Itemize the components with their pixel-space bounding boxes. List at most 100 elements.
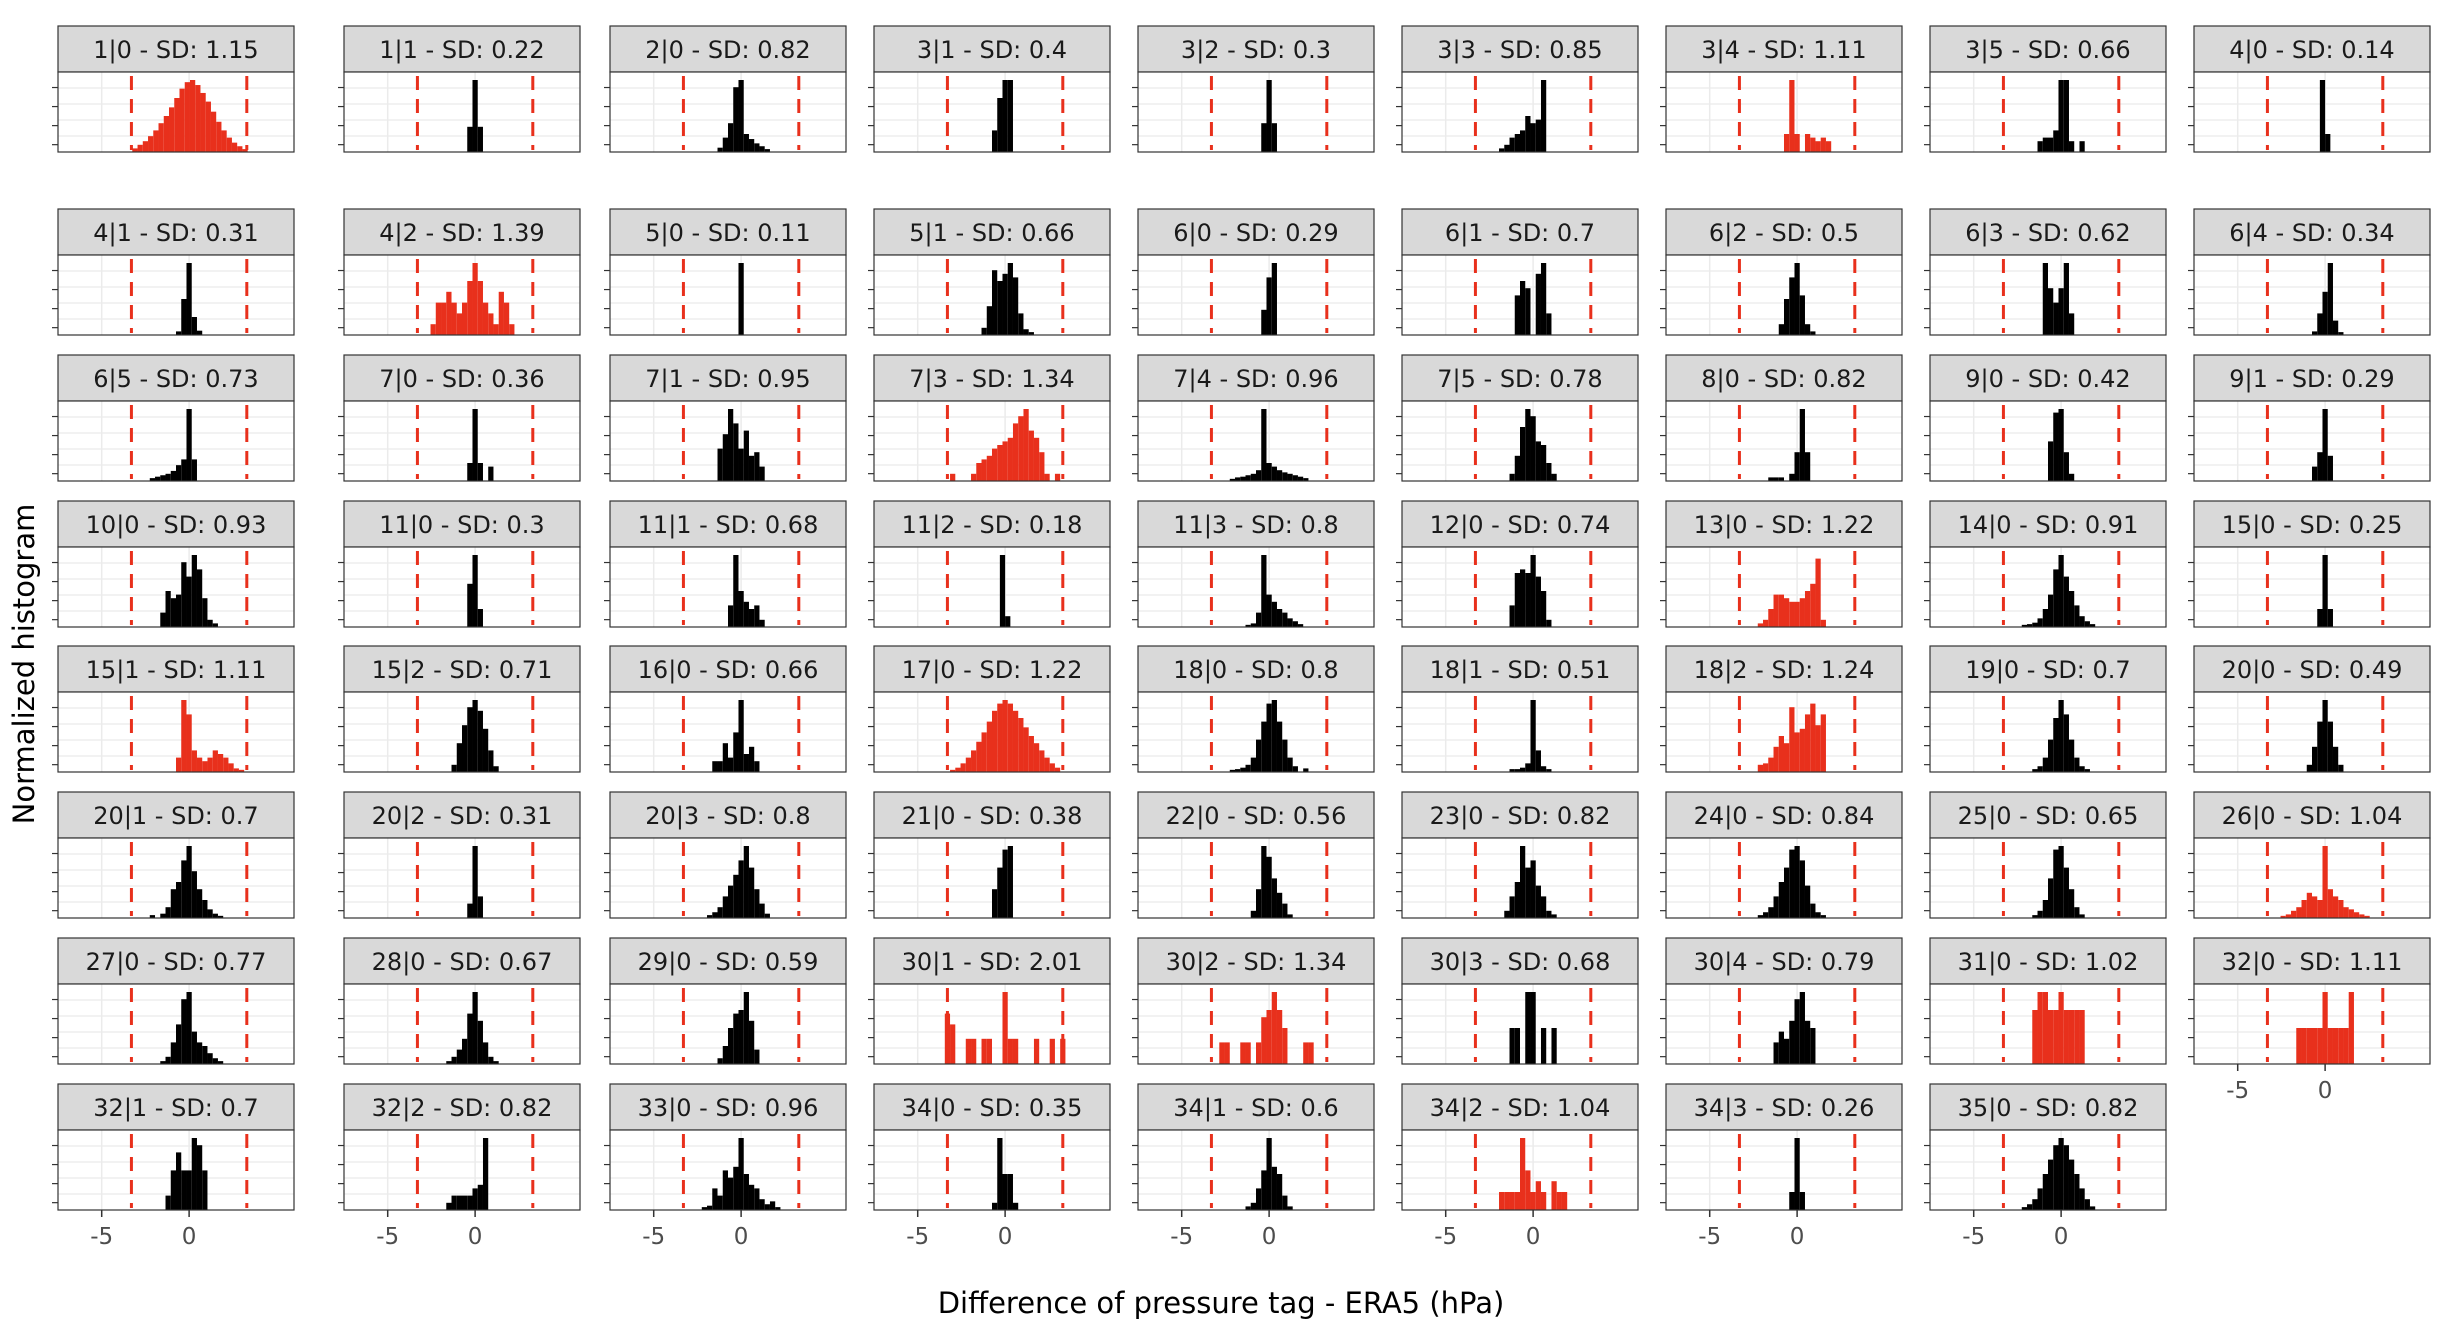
histogram-bar (1002, 992, 1008, 1064)
histogram-bar (2338, 332, 2344, 335)
panel-background (2194, 72, 2430, 152)
histogram-bar (2037, 618, 2043, 627)
facet-panel: 26|0 - SD: 1.04 (2188, 791, 2431, 919)
histogram-bar (1235, 769, 1241, 772)
facet-strip (1137, 1083, 1375, 1131)
panel-border (2193, 546, 2431, 628)
facet-title: 6|4 - SD: 0.34 (2229, 219, 2394, 247)
facet-title: 32|1 - SD: 0.7 (93, 1094, 258, 1122)
histogram-bar (1540, 263, 1547, 335)
histogram-bar (1789, 473, 1795, 481)
histogram-bar (748, 139, 755, 152)
histogram-bar (1535, 119, 1541, 152)
panel-border (609, 254, 847, 336)
histogram-bar (202, 1046, 208, 1064)
histogram-bar (149, 915, 156, 918)
histogram-bar (1266, 277, 1272, 335)
histogram-bar (2053, 1145, 2059, 1210)
histogram-bar (467, 281, 473, 335)
histogram-bar (2063, 80, 2069, 152)
histogram-bar (707, 915, 713, 918)
histogram-bar (196, 889, 203, 918)
histogram-bar (2312, 1028, 2318, 1064)
histogram-bar (446, 1061, 452, 1064)
facet-strip (609, 25, 847, 73)
panel-border (343, 71, 581, 153)
histogram-bar (1773, 477, 1779, 481)
histogram-bar (1804, 714, 1811, 772)
histogram-bar (986, 721, 992, 772)
histogram-bar (1266, 1010, 1272, 1064)
facet-strip (343, 791, 581, 839)
histogram-bar (754, 1049, 760, 1064)
histogram-bar (196, 569, 203, 627)
histogram-bar (728, 409, 734, 481)
panel-background (344, 401, 580, 481)
panel-border (873, 400, 1111, 482)
histogram-bar (482, 728, 489, 772)
histogram-bar (2058, 1138, 2064, 1210)
histogram-bar (2037, 992, 2043, 1064)
panel-background (58, 255, 294, 335)
histogram-bar (217, 915, 224, 918)
facet-title: 1|1 - SD: 0.22 (379, 36, 544, 64)
panel-background (1138, 255, 1374, 335)
panel-border (2193, 71, 2431, 153)
histogram-bar (743, 992, 749, 1064)
histogram-bar (477, 281, 483, 335)
histogram-bar (170, 470, 176, 481)
facet-strip (1929, 937, 2167, 985)
facet-title: 11|2 - SD: 0.18 (902, 511, 1083, 539)
facet-strip (57, 500, 295, 548)
histogram-bar (1804, 324, 1811, 335)
histogram-bar (1256, 1042, 1262, 1064)
histogram-bar (2301, 900, 2307, 918)
histogram-bar (216, 121, 222, 152)
histogram-bar (1002, 441, 1008, 481)
histogram-bar (1287, 473, 1293, 481)
histogram-bar (2317, 313, 2323, 335)
histogram-bar (462, 1195, 468, 1210)
panel-border (1137, 254, 1375, 336)
histogram-bar (748, 1020, 755, 1064)
x-tick-label: -5 (90, 1224, 113, 1250)
histogram-bar (1535, 750, 1541, 772)
histogram-bar (743, 134, 749, 152)
panel-border (343, 691, 581, 773)
histogram-bar (2027, 1204, 2033, 1210)
panel-border (1665, 691, 1903, 773)
panel-border (2193, 837, 2431, 919)
panel-border (343, 546, 581, 628)
facet-panel: 24|0 - SD: 0.84 (1660, 791, 1903, 919)
facet-strip (2193, 500, 2431, 548)
histogram-bar (2306, 1028, 2312, 1064)
histogram-bar (493, 766, 499, 772)
histogram-bar (2332, 746, 2339, 772)
panel-border (2193, 983, 2431, 1065)
histogram-bar (212, 913, 218, 918)
histogram-bar (712, 1188, 718, 1210)
panel-border (1665, 837, 1903, 919)
histogram-bar (759, 146, 765, 152)
histogram-bar (754, 143, 760, 152)
histogram-bar (1250, 757, 1256, 772)
histogram-bar (2032, 622, 2038, 627)
histogram-bar (2063, 576, 2069, 627)
facet-panel: 19|0 - SD: 0.7 (1924, 645, 2167, 773)
histogram-bar (435, 302, 442, 335)
histogram-bar (1023, 409, 1029, 481)
histogram-bar (191, 459, 197, 481)
histogram-bar (2296, 1028, 2302, 1064)
histogram-bar (1018, 313, 1024, 335)
histogram-bar (2322, 291, 2328, 335)
histogram-bar (1250, 910, 1256, 918)
x-tick-label: -5 (1962, 1224, 1985, 1250)
panel-border (609, 1129, 847, 1211)
histogram-bar (1018, 718, 1024, 772)
histogram-bar (1509, 1028, 1515, 1064)
histogram-bar (1535, 273, 1541, 335)
histogram-bar (976, 741, 982, 772)
histogram-bar (181, 700, 187, 772)
panel-background (1402, 692, 1638, 772)
histogram-bar (179, 88, 185, 152)
